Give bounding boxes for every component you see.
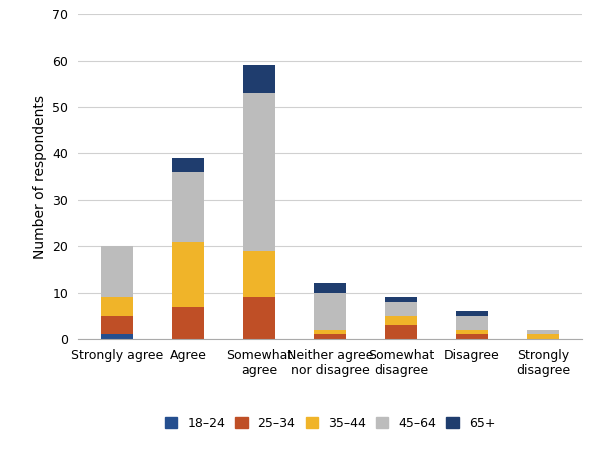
Bar [314, 330, 346, 334]
Bar [172, 172, 204, 242]
Bar [243, 251, 275, 297]
Bar [527, 334, 559, 339]
Bar [101, 316, 133, 334]
Bar [172, 242, 204, 307]
Bar [172, 307, 204, 339]
Legend: 18–24, 25–34, 35–44, 45–64, 65+: 18–24, 25–34, 35–44, 45–64, 65+ [165, 417, 495, 430]
Bar [456, 334, 488, 339]
Bar [314, 334, 346, 339]
Bar [243, 65, 275, 93]
Bar [101, 334, 133, 339]
Bar [243, 93, 275, 251]
Bar [456, 316, 488, 330]
Bar [385, 325, 417, 339]
Bar [243, 297, 275, 339]
Bar [101, 246, 133, 297]
Bar [456, 330, 488, 334]
Bar [527, 330, 559, 334]
Bar [314, 284, 346, 292]
Bar [172, 158, 204, 172]
Bar [314, 292, 346, 330]
Bar [385, 302, 417, 316]
Bar [385, 297, 417, 302]
Bar [385, 316, 417, 325]
Bar [101, 297, 133, 316]
Y-axis label: Number of respondents: Number of respondents [33, 95, 47, 259]
Bar [456, 311, 488, 316]
